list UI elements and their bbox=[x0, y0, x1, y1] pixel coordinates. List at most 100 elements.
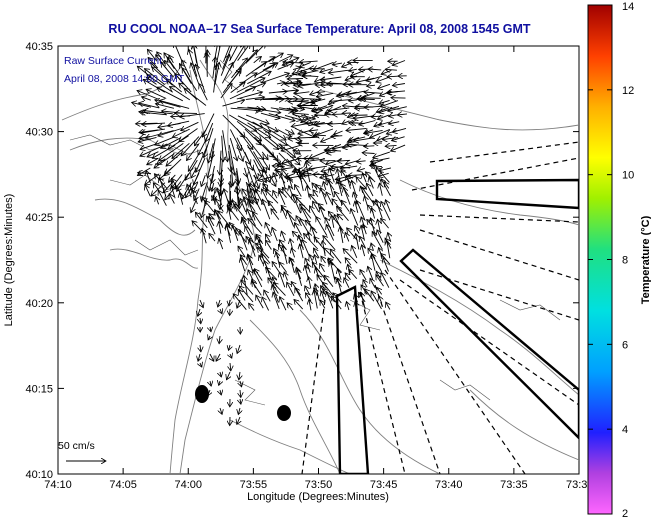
current-vector bbox=[320, 207, 326, 219]
current-vector bbox=[170, 87, 191, 101]
current-vector bbox=[207, 53, 208, 77]
current-vector bbox=[331, 215, 333, 228]
current-vector bbox=[237, 344, 240, 354]
current-vector bbox=[359, 120, 376, 125]
current-vector bbox=[302, 240, 310, 256]
current-vector bbox=[184, 89, 207, 106]
current-vector bbox=[175, 181, 182, 189]
current-vector bbox=[273, 292, 280, 310]
current-vector bbox=[212, 173, 214, 184]
current-vector bbox=[237, 416, 240, 424]
current-vector bbox=[362, 245, 365, 257]
current-vector bbox=[268, 113, 295, 121]
current-vector bbox=[377, 114, 389, 119]
current-vector bbox=[239, 286, 254, 303]
current-vector bbox=[279, 191, 286, 205]
current-vector bbox=[326, 225, 335, 241]
current-vector bbox=[386, 302, 390, 310]
x-tick-label: 74:10 bbox=[44, 479, 72, 491]
current-vector bbox=[147, 151, 159, 157]
current-vector bbox=[300, 114, 315, 119]
current-vector bbox=[240, 399, 241, 404]
current-vector bbox=[240, 389, 241, 398]
current-vector bbox=[247, 122, 271, 138]
current-vector bbox=[385, 200, 391, 213]
current-vector bbox=[397, 114, 408, 115]
current-vector bbox=[242, 189, 247, 197]
current-vector bbox=[140, 143, 157, 150]
current-vector bbox=[247, 209, 256, 227]
current-vector bbox=[147, 75, 173, 93]
current-vector bbox=[154, 153, 175, 169]
current-vector bbox=[217, 188, 223, 206]
current-vector bbox=[181, 136, 200, 156]
current-vector bbox=[361, 99, 375, 100]
current-vector bbox=[304, 234, 319, 250]
current-vector bbox=[350, 115, 368, 116]
overlay-product-label: Raw Surface Current bbox=[64, 55, 162, 67]
current-vector bbox=[378, 173, 389, 176]
current-vector bbox=[240, 380, 242, 387]
current-vector bbox=[171, 186, 175, 199]
current-vector bbox=[368, 69, 382, 70]
current-vector bbox=[238, 50, 257, 70]
x-axis: 74:10 74:05 74:00 73:55 73:50 73:45 73:40 73:35… bbox=[44, 46, 587, 491]
current-vector bbox=[365, 289, 375, 302]
current-vector bbox=[349, 270, 358, 279]
current-vector bbox=[357, 168, 365, 171]
current-vector bbox=[364, 106, 383, 107]
current-vector bbox=[169, 194, 175, 204]
current-vector bbox=[377, 287, 382, 295]
current-vector bbox=[159, 143, 184, 160]
current-vector bbox=[238, 407, 240, 415]
current-vector bbox=[199, 84, 208, 101]
current-vector bbox=[168, 120, 190, 126]
current-vectors bbox=[132, 46, 408, 426]
current-vector bbox=[230, 82, 246, 93]
current-vector bbox=[262, 159, 269, 170]
current-vector bbox=[222, 130, 228, 161]
current-vector bbox=[313, 105, 333, 112]
current-vector bbox=[227, 371, 231, 380]
current-vector bbox=[287, 210, 295, 227]
current-vector bbox=[313, 190, 318, 198]
current-vector bbox=[355, 201, 358, 214]
current-vector bbox=[157, 87, 184, 102]
current-vector bbox=[246, 114, 269, 124]
current-vector bbox=[364, 92, 382, 93]
current-vector bbox=[372, 208, 375, 219]
current-vector bbox=[174, 46, 183, 62]
current-vector bbox=[252, 166, 258, 179]
current-vector bbox=[219, 335, 220, 344]
current-vector bbox=[320, 69, 333, 73]
y-tick-label: 40:25 bbox=[25, 212, 53, 224]
current-vector bbox=[285, 130, 294, 135]
current-vector bbox=[331, 136, 343, 137]
current-vector bbox=[188, 152, 200, 171]
colorbar-ticks: 14 12 10 8 6 4 2 bbox=[588, 1, 634, 519]
current-vector bbox=[201, 175, 205, 186]
current-vector bbox=[270, 107, 294, 112]
current-vector bbox=[236, 187, 239, 204]
current-vector bbox=[298, 83, 317, 86]
current-vector bbox=[222, 69, 241, 93]
current-vector bbox=[248, 218, 262, 234]
current-vector bbox=[200, 299, 203, 308]
current-vector bbox=[278, 143, 296, 158]
current-vector bbox=[216, 353, 220, 361]
current-vector bbox=[180, 113, 205, 117]
current-vector bbox=[210, 353, 214, 361]
current-vector bbox=[207, 216, 216, 235]
current-vector bbox=[218, 299, 220, 307]
current-vector bbox=[294, 299, 304, 310]
colorbar-tick-label: 8 bbox=[622, 255, 628, 267]
current-vector bbox=[272, 262, 280, 273]
y-tick-label: 40:20 bbox=[25, 298, 53, 310]
current-vector bbox=[246, 97, 265, 99]
current-vector bbox=[156, 196, 159, 205]
station-marker bbox=[277, 405, 291, 421]
current-vector bbox=[392, 127, 407, 132]
current-vector bbox=[229, 299, 230, 306]
current-vector bbox=[144, 69, 165, 85]
current-vector bbox=[346, 90, 366, 95]
